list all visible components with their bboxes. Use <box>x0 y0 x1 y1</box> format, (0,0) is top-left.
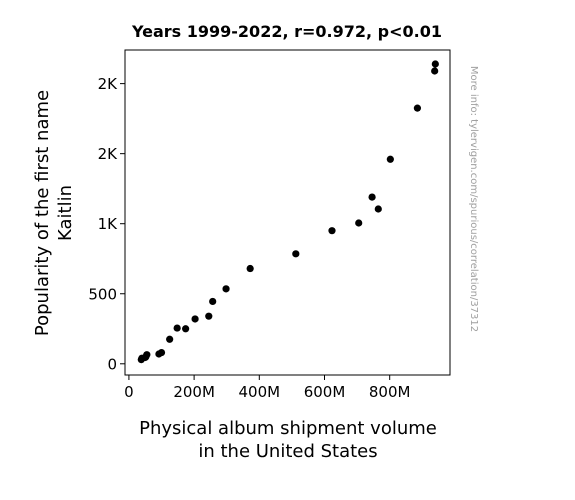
data-point <box>191 315 199 323</box>
y-tick-label: 500 <box>88 285 117 303</box>
data-point <box>155 350 163 358</box>
data-point <box>209 297 217 306</box>
data-point <box>328 227 336 235</box>
data-point <box>368 193 376 201</box>
data-points <box>137 60 439 364</box>
x-tick-label: 200M <box>173 383 215 401</box>
y-axis: 0 500 1K 2K 2K <box>88 75 125 373</box>
y-axis-label-line-1: Popularity of the first name <box>32 90 53 336</box>
y-axis-label: Popularity of the first name Kaitlin <box>32 90 76 336</box>
x-axis-label-line-2: in the United States <box>198 441 377 462</box>
x-tick-label: 600M <box>304 383 346 401</box>
y-tick-label: 2K <box>98 75 119 93</box>
watermark: More info: tylervigen.com/spurious/corre… <box>468 66 479 332</box>
data-point <box>413 104 422 112</box>
y-tick-label: 2K <box>98 145 119 163</box>
data-point <box>386 155 394 163</box>
data-point <box>355 219 363 227</box>
x-tick-label: 0 <box>124 383 134 401</box>
data-point <box>246 264 254 273</box>
data-point <box>166 335 174 343</box>
data-point <box>222 285 230 293</box>
data-point <box>173 324 181 332</box>
data-point <box>137 355 145 364</box>
data-point <box>205 312 213 320</box>
x-axis: 0 200M 400M 600M 800M <box>124 375 410 401</box>
data-point <box>292 250 300 258</box>
watermark-text: More info: tylervigen.com/spurious/corre… <box>468 66 479 332</box>
data-point <box>182 325 190 333</box>
plot-area <box>124 49 451 376</box>
y-tick-label: 1K <box>98 215 119 233</box>
chart-title: Years 1999-2022, r=0.972, p<0.01 <box>131 22 442 41</box>
y-tick-label: 0 <box>107 355 117 373</box>
data-point <box>431 67 439 75</box>
x-tick-label: 800M <box>369 383 411 401</box>
data-point <box>431 60 439 68</box>
y-axis-label-line-2: Kaitlin <box>55 185 76 241</box>
x-axis-label-line-1: Physical album shipment volume <box>139 418 437 439</box>
x-tick-label: 400M <box>239 383 281 401</box>
data-point <box>374 205 382 213</box>
